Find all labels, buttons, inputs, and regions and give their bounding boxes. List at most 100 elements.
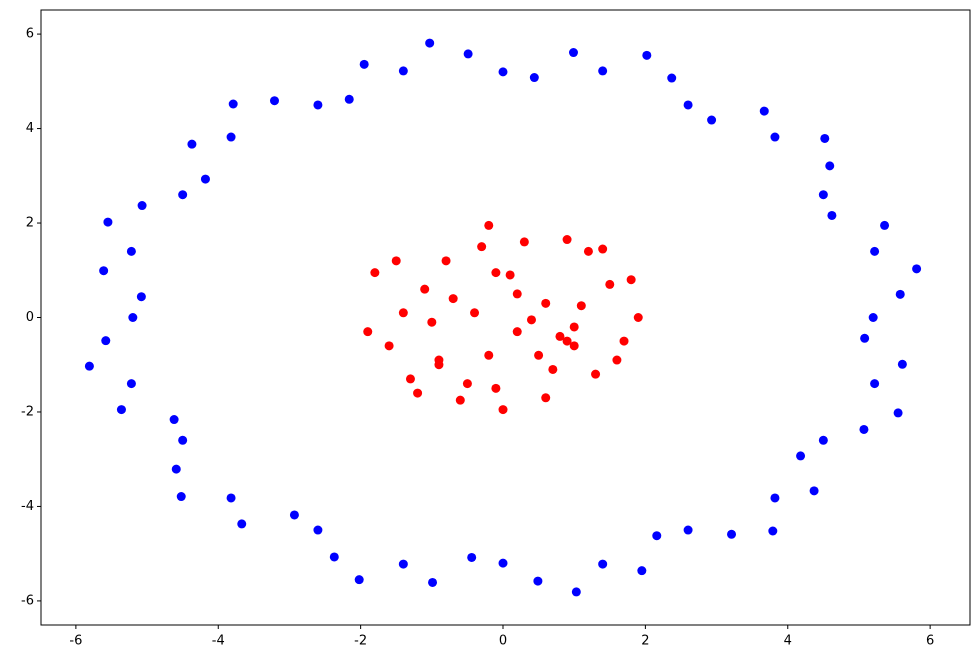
- point: [434, 360, 444, 370]
- point: [541, 298, 551, 308]
- point: [116, 405, 126, 415]
- point: [448, 294, 458, 304]
- point: [637, 566, 647, 576]
- point: [533, 576, 543, 586]
- y-tick-label: 6: [26, 27, 34, 42]
- point: [895, 289, 905, 299]
- x-tick-label: -4: [212, 634, 225, 649]
- point: [820, 133, 830, 143]
- point: [187, 139, 197, 149]
- point: [505, 270, 515, 280]
- point: [428, 577, 438, 587]
- point: [683, 100, 693, 110]
- point: [101, 336, 111, 346]
- point: [136, 292, 146, 302]
- point: [420, 284, 430, 294]
- point: [912, 264, 922, 274]
- x-tick-label: 2: [641, 634, 649, 649]
- point: [626, 275, 636, 285]
- point: [562, 336, 572, 346]
- point: [425, 38, 435, 48]
- point: [796, 451, 806, 461]
- point: [598, 559, 608, 569]
- point: [455, 395, 465, 405]
- point: [137, 201, 147, 211]
- x-tick-label: 4: [784, 634, 792, 649]
- point: [707, 115, 717, 125]
- point: [128, 313, 138, 322]
- point: [870, 246, 880, 256]
- point: [897, 359, 907, 369]
- point: [809, 486, 819, 496]
- point: [413, 388, 423, 398]
- point: [759, 106, 769, 116]
- point: [569, 322, 579, 332]
- point: [344, 94, 354, 104]
- point: [825, 161, 835, 171]
- point: [860, 333, 870, 343]
- point: [126, 379, 136, 389]
- point: [484, 220, 494, 230]
- point: [683, 525, 693, 535]
- y-tick-label: 2: [26, 216, 34, 231]
- point: [859, 424, 869, 434]
- point: [228, 99, 238, 109]
- x-tick-label: -2: [354, 634, 367, 649]
- point: [467, 552, 477, 562]
- point: [498, 67, 508, 77]
- y-tick-label: -4: [21, 499, 34, 514]
- point: [652, 531, 662, 541]
- point: [770, 132, 780, 142]
- point: [384, 341, 394, 351]
- point: [463, 49, 473, 59]
- point: [598, 244, 608, 254]
- point: [484, 350, 494, 360]
- point: [313, 525, 323, 535]
- point: [99, 266, 109, 276]
- point: [770, 493, 780, 503]
- y-tick-label: 4: [26, 121, 34, 136]
- y-tick-label: -6: [21, 593, 34, 608]
- point: [870, 379, 880, 389]
- point: [405, 374, 415, 384]
- point: [512, 289, 522, 299]
- point: [477, 242, 487, 252]
- point: [529, 73, 539, 83]
- point: [667, 73, 677, 83]
- y-tick-label: 0: [26, 310, 34, 325]
- y-tick-label: -2: [21, 404, 34, 419]
- point: [491, 268, 501, 278]
- point: [571, 587, 581, 597]
- point: [176, 492, 186, 502]
- point: [555, 331, 565, 341]
- point: [462, 379, 472, 389]
- point: [534, 350, 544, 360]
- point: [591, 369, 601, 379]
- x-tick-label: -6: [69, 634, 82, 649]
- point: [818, 435, 828, 445]
- point: [470, 308, 480, 318]
- point: [329, 552, 339, 562]
- point: [363, 327, 373, 337]
- point: [226, 493, 236, 503]
- point: [103, 217, 113, 227]
- point: [642, 50, 652, 60]
- point: [269, 96, 279, 106]
- point: [169, 415, 179, 425]
- point: [289, 510, 299, 520]
- x-tick-label: 0: [499, 634, 507, 649]
- point: [398, 559, 408, 569]
- point: [519, 237, 529, 247]
- point: [548, 364, 558, 374]
- point: [568, 48, 578, 58]
- point: [827, 210, 837, 220]
- point: [868, 313, 878, 322]
- point: [359, 59, 369, 69]
- point: [562, 235, 572, 245]
- point: [633, 313, 643, 322]
- point: [491, 383, 501, 393]
- point: [526, 315, 536, 325]
- point: [498, 558, 508, 568]
- point: [398, 66, 408, 76]
